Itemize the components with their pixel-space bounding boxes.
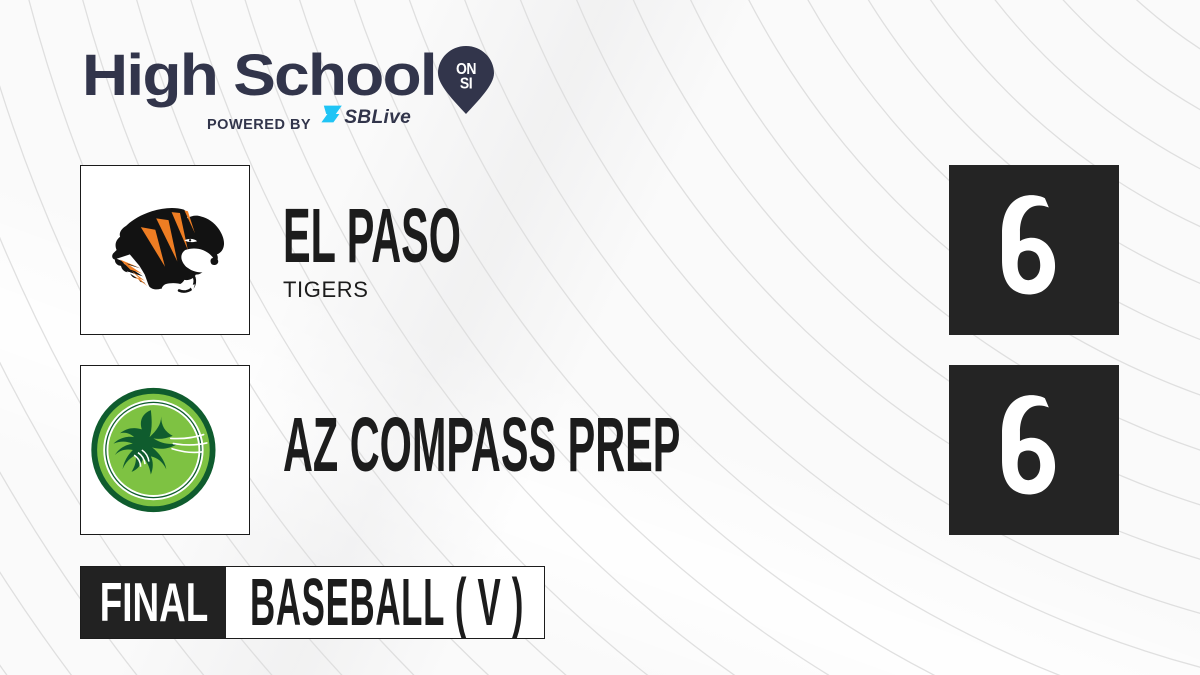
svg-text:SBLive: SBLive xyxy=(345,107,412,128)
svg-text:SI: SI xyxy=(460,76,473,93)
